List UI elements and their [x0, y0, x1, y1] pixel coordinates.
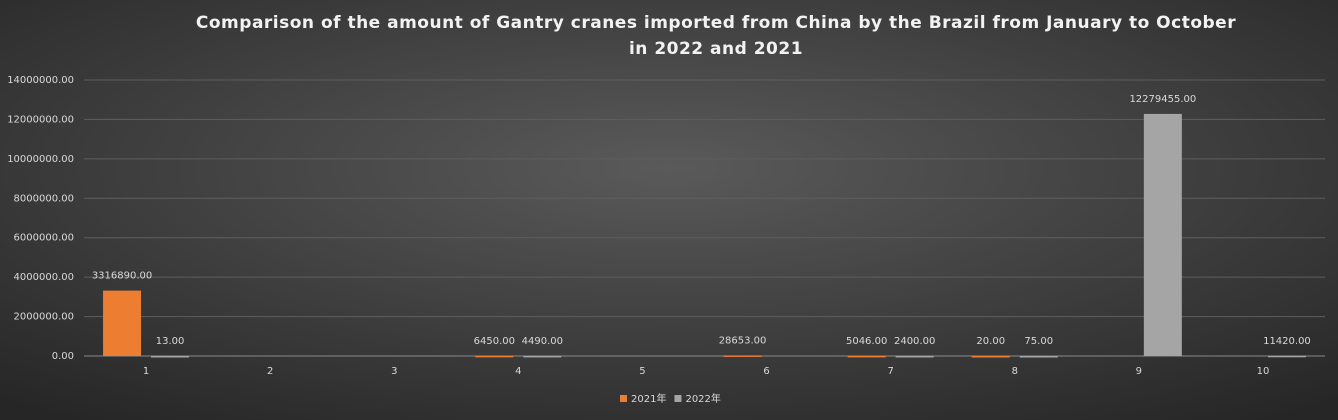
bar	[103, 290, 142, 356]
bar	[971, 355, 1010, 358]
x-tick-label: 7	[887, 366, 893, 377]
value-label: 12279455.00	[1129, 94, 1196, 105]
x-tick-label: 6	[763, 366, 769, 377]
bar	[475, 355, 514, 358]
legend-swatch	[674, 395, 682, 402]
bar	[523, 355, 562, 358]
value-label: 13.00	[156, 336, 185, 347]
value-label: 5046.00	[846, 336, 887, 347]
y-tick-label: 6000000.00	[14, 233, 74, 244]
x-tick-label: 9	[1136, 366, 1142, 377]
value-label: 11420.00	[1263, 336, 1311, 347]
x-tick-label: 5	[639, 366, 645, 377]
bar	[723, 355, 762, 357]
x-tick-label: 3	[391, 366, 397, 377]
x-tick-label: 10	[1257, 366, 1270, 377]
x-tick-label: 2	[267, 366, 273, 377]
legend-label: 2021年	[631, 392, 666, 405]
chart-title: Comparison of the amount of Gantry crane…	[196, 13, 1236, 33]
legend-swatch	[620, 395, 627, 402]
value-label: 3316890.00	[92, 271, 152, 282]
chart-title: in 2022 and 2021	[629, 39, 803, 59]
y-tick-label: 8000000.00	[14, 193, 74, 204]
y-tick-label: 14000000.00	[7, 75, 74, 86]
x-tick-label: 8	[1012, 366, 1018, 377]
y-tick-label: 2000000.00	[14, 312, 74, 323]
bar	[895, 355, 934, 358]
y-tick-label: 0.00	[52, 351, 74, 362]
bar	[151, 355, 190, 358]
y-tick-label: 12000000.00	[7, 114, 74, 125]
y-tick-label: 10000000.00	[7, 154, 74, 165]
bar	[1267, 355, 1306, 358]
x-tick-label: 1	[143, 366, 149, 377]
value-label: 4490.00	[522, 336, 563, 347]
bar	[1019, 355, 1058, 358]
value-label: 20.00	[976, 336, 1005, 347]
value-label: 28653.00	[719, 335, 767, 346]
value-label: 75.00	[1024, 336, 1053, 347]
bar	[1143, 113, 1182, 357]
bar	[847, 355, 886, 358]
x-tick-label: 4	[515, 366, 521, 377]
legend-label: 2022年	[685, 392, 720, 405]
y-tick-label: 4000000.00	[14, 272, 74, 283]
value-label: 2400.00	[894, 336, 935, 347]
value-label: 6450.00	[474, 336, 515, 347]
